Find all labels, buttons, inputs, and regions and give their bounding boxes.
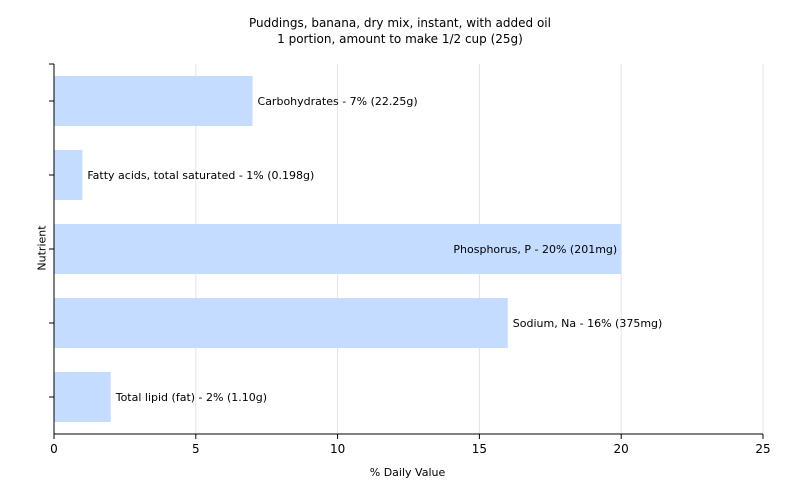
y-axis-label: Nutrient [35, 225, 49, 271]
x-tick-label: 15 [472, 442, 487, 456]
bar-label: Total lipid (fat) - 2% (1.10g) [115, 391, 267, 404]
bar-label: Carbohydrates - 7% (22.25g) [258, 95, 418, 108]
bar [54, 298, 508, 348]
x-axis-label: % Daily Value [369, 466, 446, 479]
bar [54, 150, 83, 200]
bar [54, 76, 253, 126]
bar [54, 224, 622, 274]
chart-title: Puddings, banana, dry mix, instant, with… [249, 16, 551, 30]
bar-label: Fatty acids, total saturated - 1% (0.198… [87, 169, 314, 182]
bar-label: Phosphorus, P - 20% (201mg) [453, 243, 617, 256]
x-tick-label: 5 [192, 442, 200, 456]
x-tick-label: 25 [755, 442, 770, 456]
x-tick-label: 0 [50, 442, 58, 456]
bar-label: Sodium, Na - 16% (375mg) [513, 317, 663, 330]
chart-subtitle: 1 portion, amount to make 1/2 cup (25g) [277, 32, 523, 46]
bar [54, 372, 111, 422]
x-tick-label: 10 [330, 442, 345, 456]
x-tick-label: 20 [614, 442, 629, 456]
